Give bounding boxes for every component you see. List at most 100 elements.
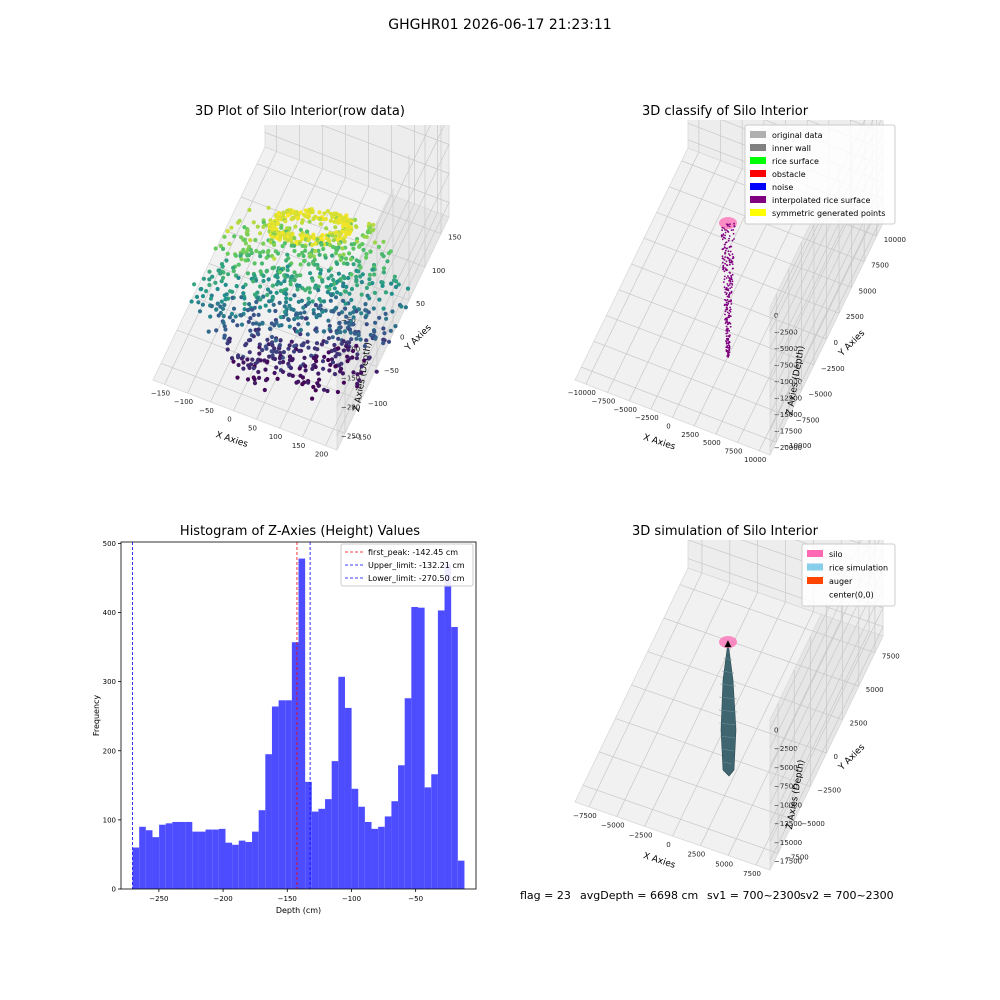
raw-data-point [359,311,364,316]
raw-data-point [264,346,269,351]
classify-interpolated-point [727,284,730,287]
histogram-bar [159,824,166,889]
histogram-x-tick-label: −250 [149,895,168,903]
raw-data-point [333,364,338,369]
raw-data-point [330,214,335,220]
classify-y-tick-label: −10000 [783,442,811,450]
simulation-z-gridline [687,558,884,861]
raw-data-point [361,247,366,252]
raw-data-point [303,364,308,369]
raw-data-point [287,343,292,348]
classify-interpolated-point [727,328,730,330]
simulation-legend-label: silo [829,550,843,559]
histogram-bar [444,564,452,889]
raw-data-point [225,341,230,346]
raw-data-point [364,322,369,327]
classify-legend-swatch [750,144,766,151]
raw-data-point [215,286,220,292]
classify-interpolated-point [733,225,736,228]
classify-legend-label: interpolated rice surface [772,196,870,205]
raw-data-point [366,310,371,315]
raw-data-point [241,285,246,290]
raw-data-point [277,270,283,275]
raw-x-tick-label: −100 [174,398,193,406]
raw-y-tick-label: −150 [352,433,371,441]
raw-data-point [313,302,318,308]
raw-data-point [314,341,320,346]
simulation-surface-contour [718,709,738,713]
raw-data-point [337,352,342,357]
raw-data-point [325,388,330,394]
raw-data-point [302,355,307,360]
raw-data-point [339,341,344,346]
raw-data-point [309,353,314,358]
classify-x-tick-label: 2500 [681,431,699,439]
raw-data-point [265,292,270,297]
raw-data-point [226,272,231,277]
raw-data-point [330,335,335,340]
raw-data-point [380,280,385,285]
simulation-z-gridline [687,540,884,843]
raw-data-point [329,293,334,298]
raw-data-point [249,307,255,312]
raw-data-point [372,272,377,277]
raw-data-point [227,241,232,246]
raw-data-point [349,297,354,303]
raw-data-point [267,299,272,304]
raw-data-point [381,239,386,244]
histogram-bar [172,821,180,889]
raw-data-point [354,224,359,230]
raw-data-point [241,360,246,365]
classify-interpolated-point [726,283,729,285]
classify-interpolated-point [722,236,725,239]
raw-data-point [218,243,223,249]
raw-data-point [286,317,291,322]
classify-z-tick-label: −15000 [774,411,802,419]
histogram-bar [218,828,226,889]
raw-data-point [285,252,290,257]
classify-interpolated-point [728,246,731,249]
simulation-x-tick-label: −2500 [629,831,653,839]
raw-data-point [383,311,388,316]
classify-interpolated-point [722,233,725,236]
raw-data-point [239,257,244,262]
raw-data-point [341,380,346,385]
raw-data-point [333,295,339,300]
classify-legend-swatch [750,209,766,216]
raw-data-point [373,320,378,325]
classify-z-gridline [769,120,874,332]
raw-data-point [342,329,347,334]
classify-interpolated-point [728,292,731,294]
raw-data-point [295,216,300,221]
classify-x-tick-label: 0 [666,423,670,431]
raw-data-point [279,225,284,230]
raw-data-point [257,375,262,380]
raw-data-point [298,210,303,215]
raw-data-point [303,368,308,373]
histogram-bar [457,860,465,889]
raw-data-point [284,300,289,305]
histogram-bar [198,831,206,889]
raw-data-point [224,258,229,263]
raw-data-point [241,247,246,252]
raw-data-point [278,350,283,355]
raw-data-point [252,381,258,386]
raw-data-point [324,226,329,231]
classify-interpolated-point [730,245,733,248]
raw-data-point [222,302,227,308]
raw-data-point [245,308,251,313]
raw-data-point [362,344,367,349]
raw-data-point [189,299,194,304]
raw-data-point [222,324,227,329]
raw-data-point [209,304,214,309]
raw-data-point [381,254,386,259]
histogram-bar [185,821,193,889]
raw-data-point [365,230,370,235]
classify-z-tick-label: −12500 [774,394,802,402]
classify-y-gridline [618,289,815,366]
histogram-bar [192,831,199,889]
raw-data-point [288,282,293,287]
raw-data-point [374,369,379,374]
raw-data-point [357,259,362,264]
raw-data-point [222,335,227,340]
